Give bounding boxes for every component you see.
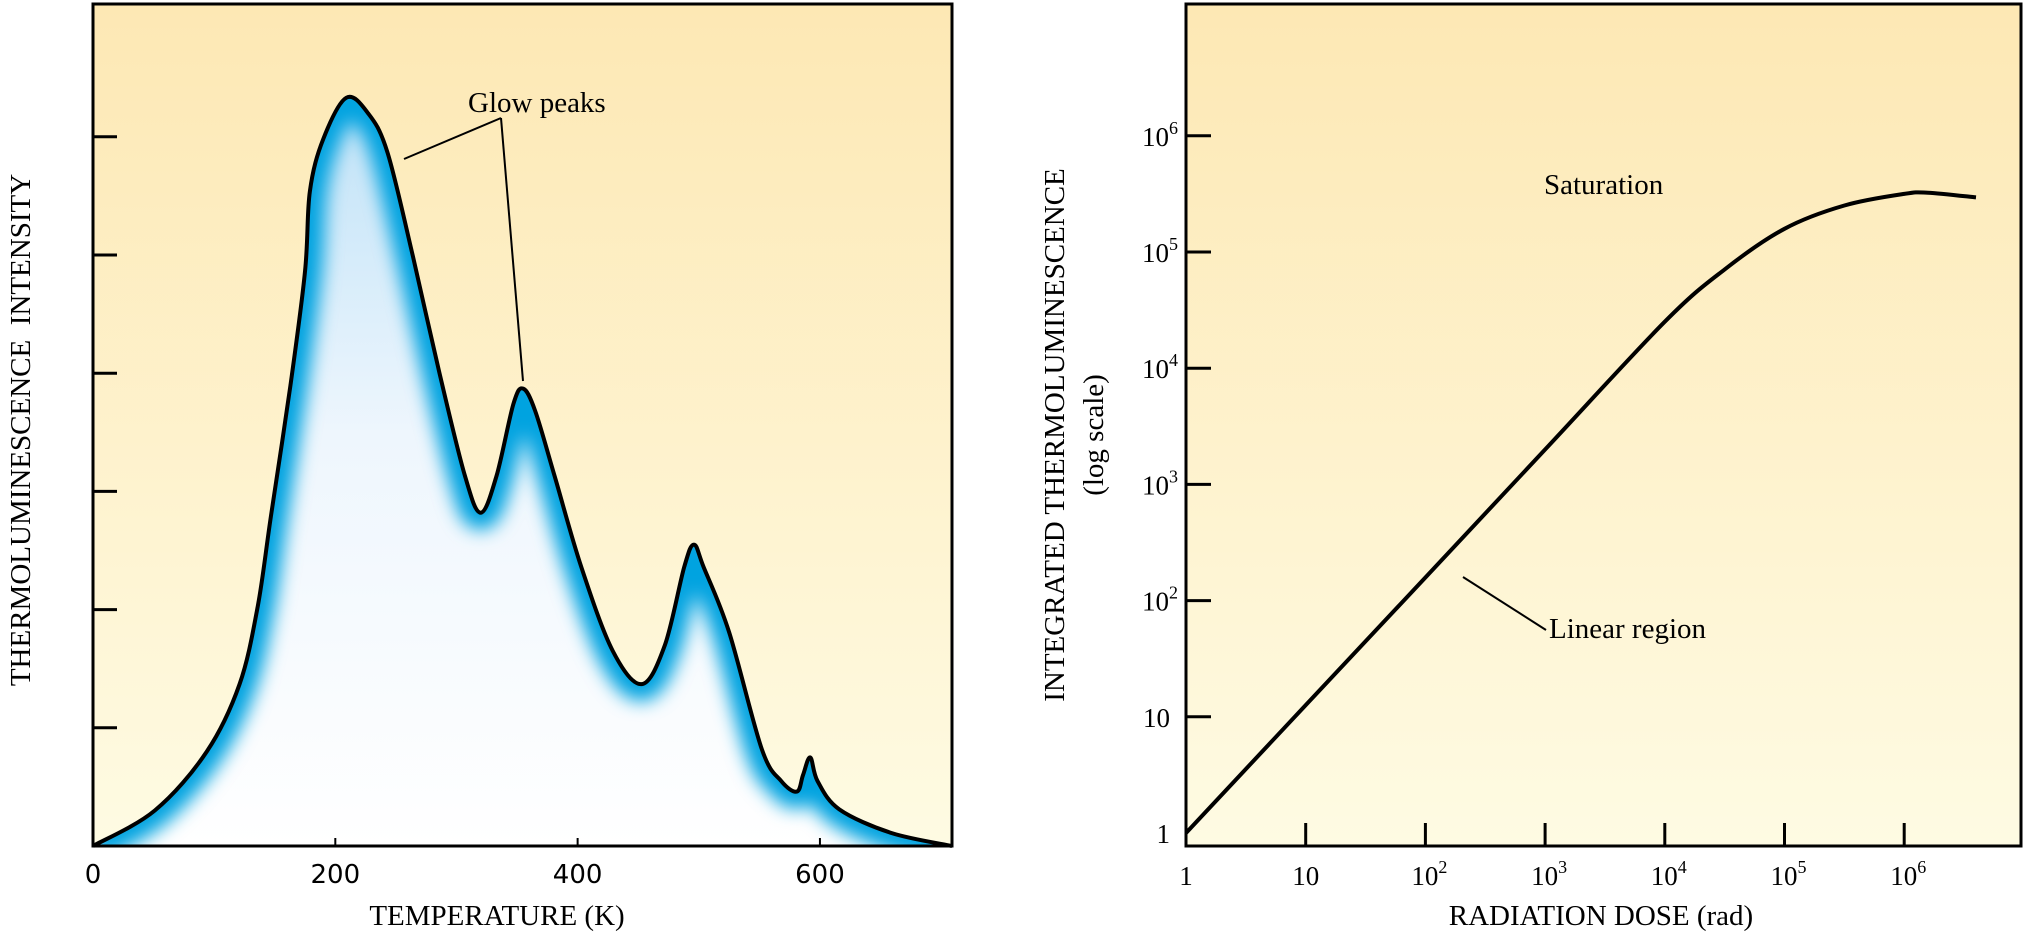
y-axis-title: THERMOLUMINESCENCE INTENSITY xyxy=(5,174,37,686)
x-tick-label: 105 xyxy=(1771,857,1807,891)
dose-response-chart: 1 10 102 103 104 105 106 1 10 102 103 104 105 106 Sat… xyxy=(1039,2,2023,932)
annotation-leader-1 xyxy=(403,117,502,160)
y-axis-subtitle: (log scale) xyxy=(1078,374,1110,496)
annotation-leader-2 xyxy=(500,117,524,382)
y-tick-label: 1 xyxy=(1157,819,1171,849)
x-tick-label: 200 xyxy=(310,860,360,890)
dose-response-line xyxy=(1184,190,1977,835)
plot-frame xyxy=(1184,2,2023,848)
plot-frame xyxy=(91,2,954,848)
x-tick-label: 0 xyxy=(85,860,102,890)
glow-curve-chart: 0 200 400 600 Glow peaks TEMPERATURE (K) TH… xyxy=(5,2,954,932)
x-tick-label: 103 xyxy=(1531,857,1567,891)
glow-peaks-annotation: Glow peaks xyxy=(468,87,606,119)
x-tick-label: 600 xyxy=(795,860,845,890)
x-tick-label: 10 xyxy=(1292,861,1319,891)
saturation-annotation: Saturation xyxy=(1544,169,1664,201)
x-tick-label: 400 xyxy=(553,860,603,890)
y-tick-label: 106 xyxy=(1142,118,1178,152)
y-axis-title: INTEGRATED THERMOLUMINESCENCE xyxy=(1039,168,1071,702)
y-tick-label: 103 xyxy=(1142,466,1178,500)
glow-curve-line xyxy=(92,94,953,848)
x-axis-title: RADIATION DOSE (rad) xyxy=(1449,900,1753,932)
linear-region-annotation: Linear region xyxy=(1549,613,1707,645)
y-tick-label: 10 xyxy=(1143,703,1170,733)
linear-region-leader xyxy=(1462,576,1547,631)
plot-background xyxy=(1186,4,2021,846)
y-tick-label: 105 xyxy=(1142,234,1178,268)
x-axis-title: TEMPERATURE (K) xyxy=(369,900,624,932)
x-tick-label: 1 xyxy=(1179,861,1193,891)
x-tick-label: 106 xyxy=(1890,857,1926,891)
x-tick-label: 102 xyxy=(1411,857,1447,891)
x-tick-label: 104 xyxy=(1651,857,1687,891)
y-tick-label: 104 xyxy=(1142,350,1178,384)
y-tick-label: 102 xyxy=(1142,583,1178,617)
